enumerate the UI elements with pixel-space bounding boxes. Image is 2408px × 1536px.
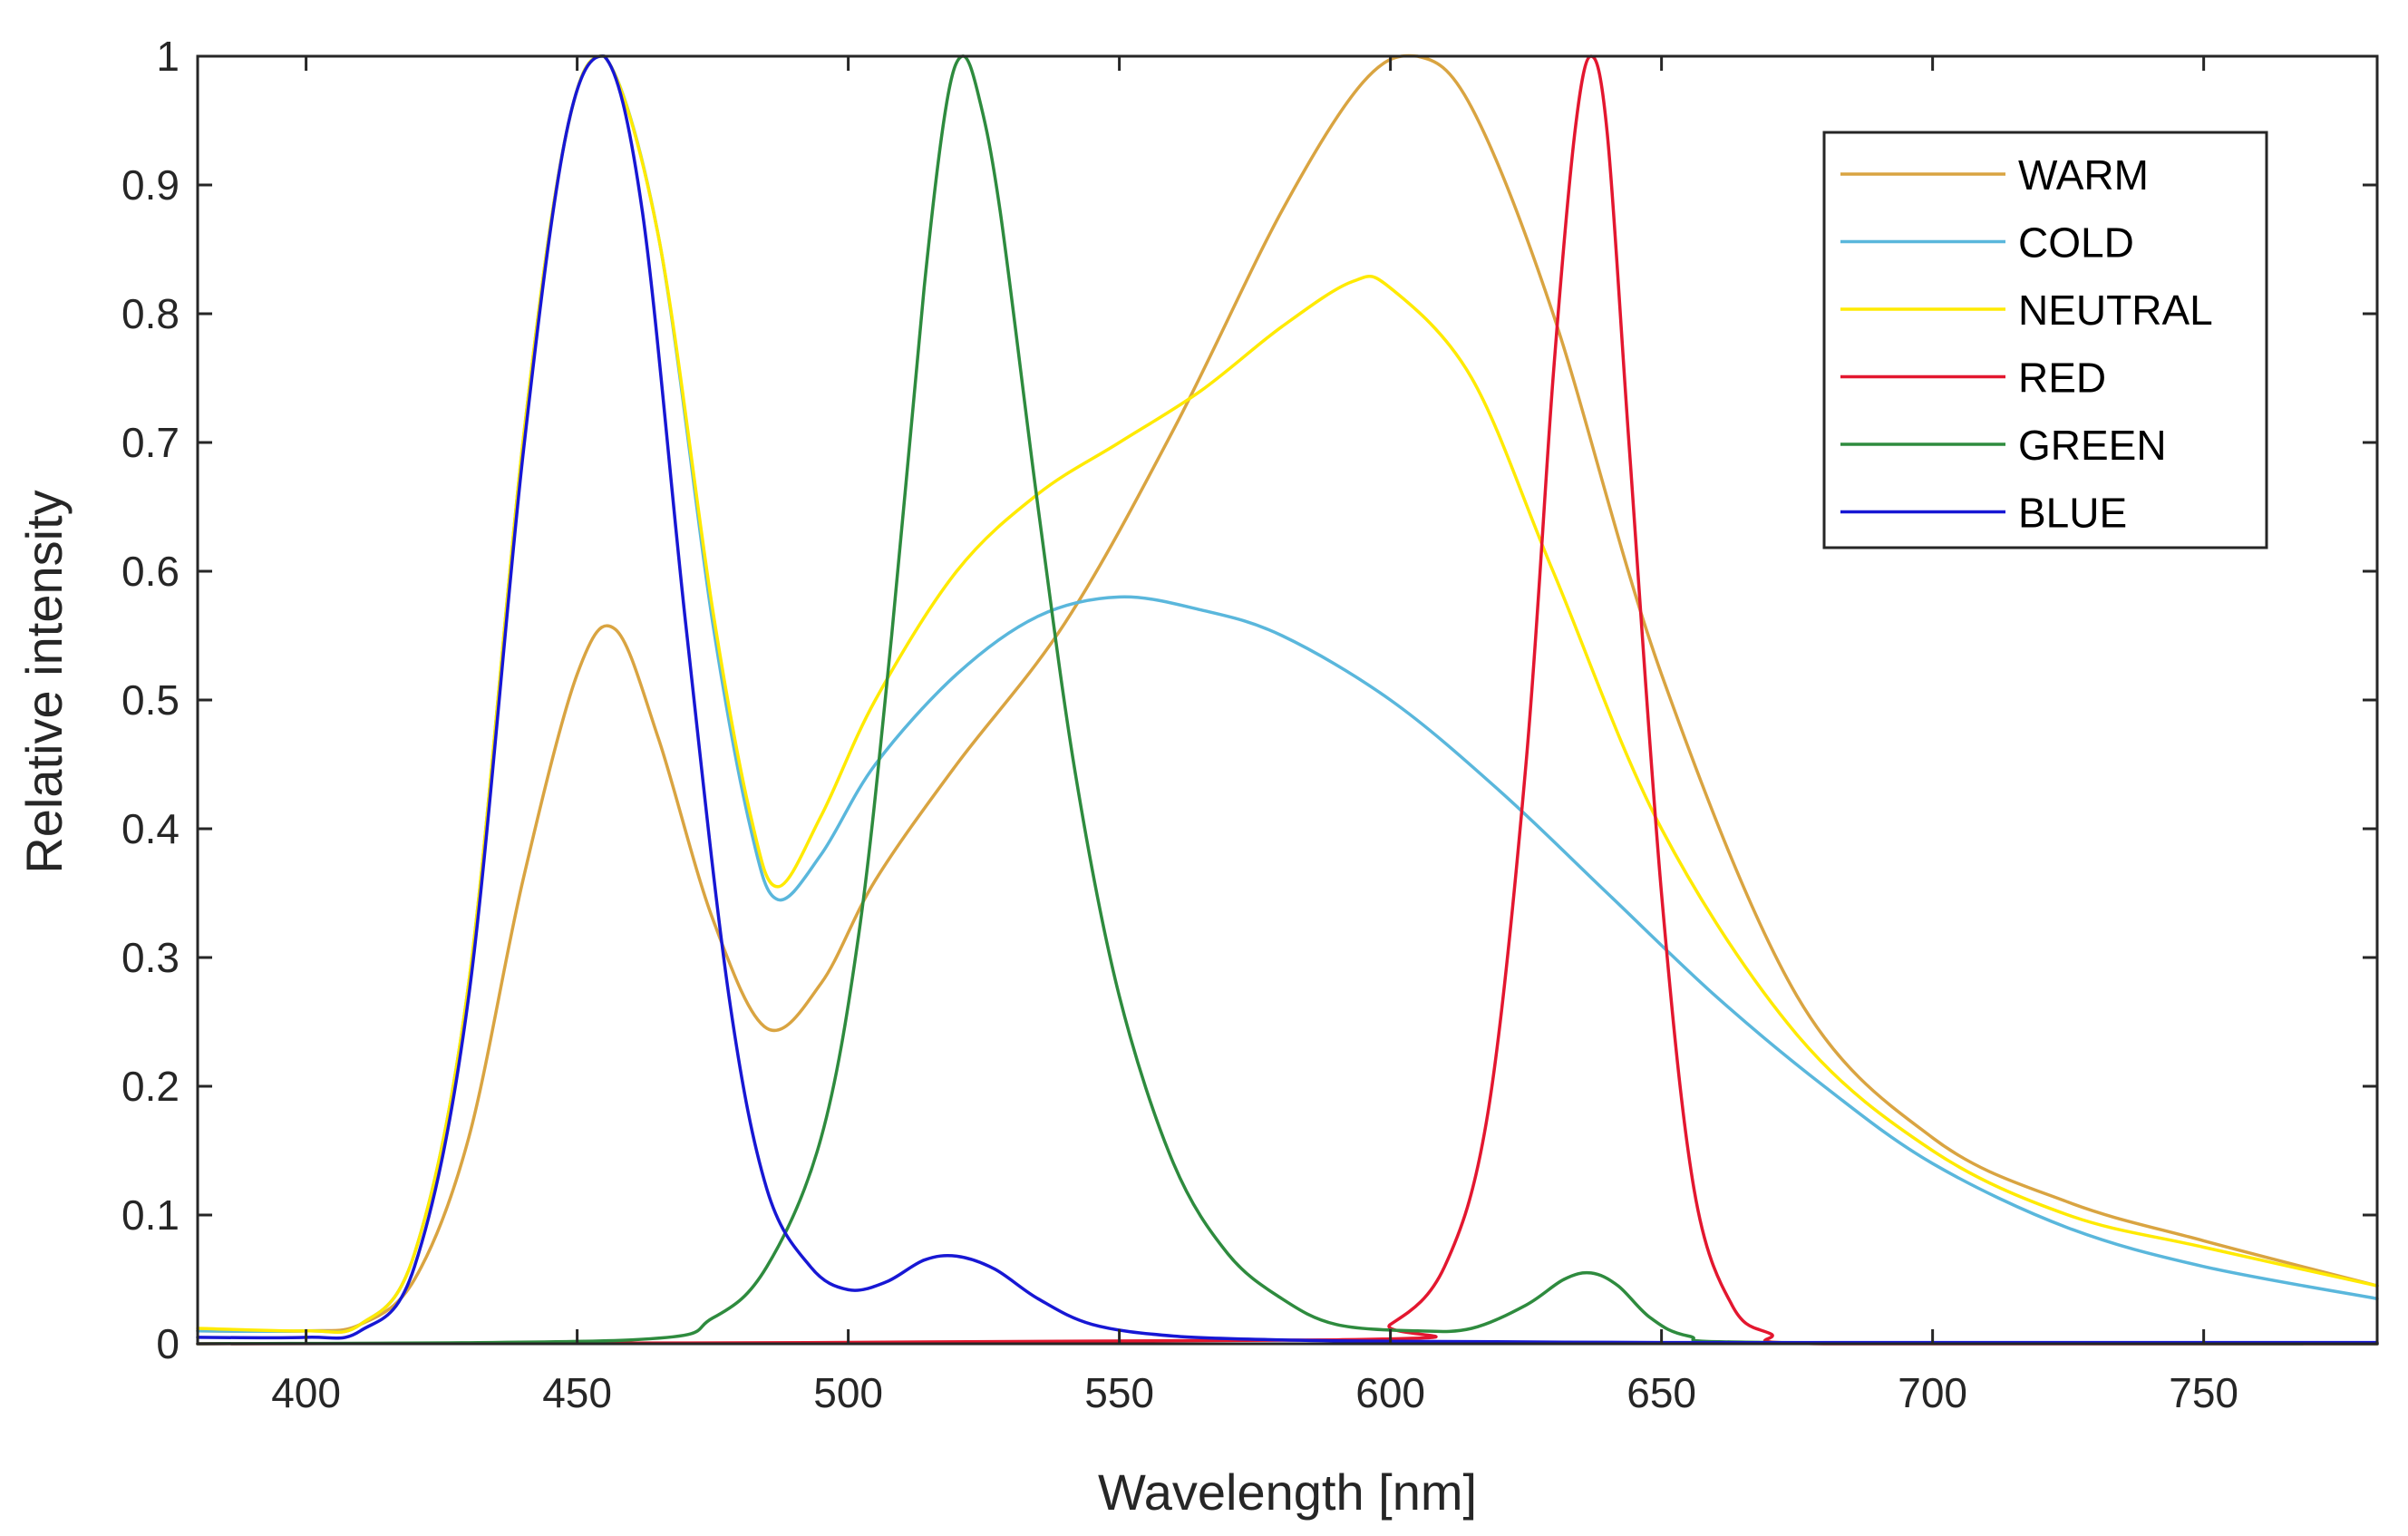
y-tick-label: 0.9 [121,161,180,209]
x-tick-label: 450 [542,1369,612,1416]
series-line-red [196,54,2379,1346]
y-tick-label: 0.3 [121,934,180,981]
x-tick-label: 700 [1898,1369,1967,1416]
series-line-warm [196,53,2379,1334]
y-tick-label: 0.1 [121,1191,180,1239]
x-tick-label: 400 [271,1369,341,1416]
legend-label-blue: BLUE [2018,490,2127,537]
y-tick-label: 0 [156,1320,180,1367]
legend-label-green: GREEN [2018,422,2167,469]
y-tick-label: 0.5 [121,676,180,724]
x-tick-label: 600 [1355,1369,1425,1416]
y-tick-label: 0.8 [121,290,180,337]
x-tick-label: 550 [1084,1369,1154,1416]
y-tick-label: 0.2 [121,1063,180,1110]
series-line-green [196,54,2379,1346]
x-tick-label: 750 [2169,1369,2238,1416]
y-tick-label: 0.4 [121,805,180,852]
y-tick-label: 0.6 [121,548,180,595]
y-axis-label: Relative intensity [15,490,73,873]
x-tick-label: 500 [813,1369,883,1416]
legend-label-cold: COLD [2018,219,2134,267]
legend-label-warm: WARM [2018,151,2149,199]
y-tick-label: 0.7 [121,419,180,466]
legend-label-red: RED [2018,355,2106,402]
legend: WARM COLD NEUTRAL RED GREEN BLUE [1822,131,2268,549]
legend-label-neutral: NEUTRAL [2018,287,2213,334]
legend-box [1822,131,2268,549]
x-axis-label: Wavelength [nm] [1098,1463,1477,1521]
x-tick-label: 650 [1626,1369,1696,1416]
ticks-layer: 400 450 500 550 600 650 700 750 0 0.1 0.2 0.3 0.4 0.5… [121,33,2377,1416]
y-tick-label: 1 [156,33,180,80]
